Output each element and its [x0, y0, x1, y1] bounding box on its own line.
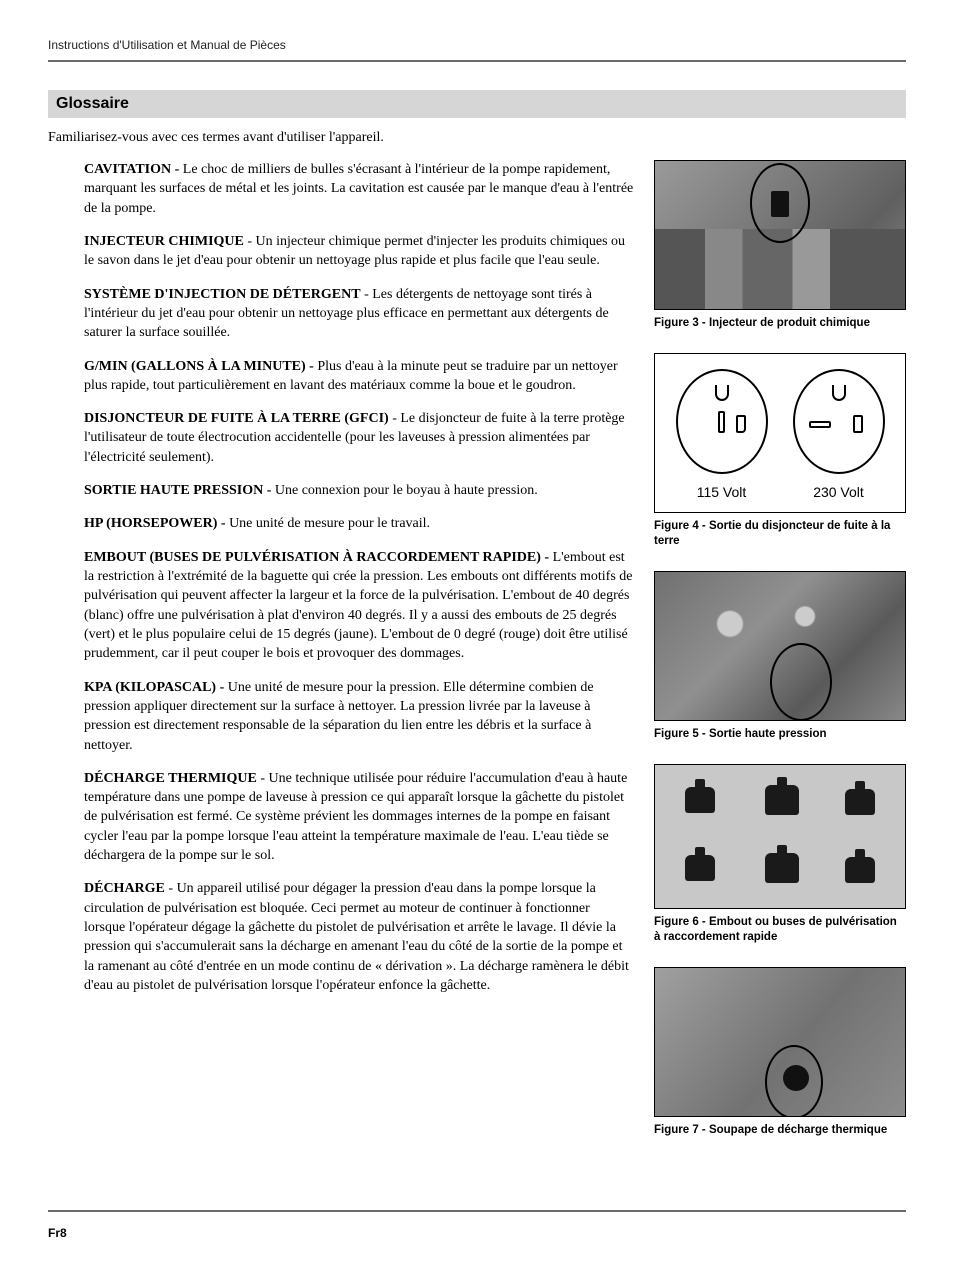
outlet-115v-icon	[676, 369, 768, 474]
page-number: Fr8	[48, 1210, 906, 1240]
term-hp: HP (HORSEPOWER) - Une unité de mesure po…	[84, 514, 634, 533]
term-cavitation: CAVITATION - Le choc de milliers de bull…	[84, 160, 634, 218]
term-embout: EMBOUT (BUSES DE PULVÉRISATION À RACCORD…	[84, 548, 634, 664]
term-sortie: SORTIE HAUTE PRESSION - Une connexion po…	[84, 481, 634, 500]
figure-3-caption: Figure 3 - Injecteur de produit chimique	[654, 316, 906, 331]
figures-column: Figure 3 - Injecteur de produit chimique…	[654, 160, 906, 1160]
content-columns: CAVITATION - Le choc de milliers de bull…	[48, 160, 906, 1160]
figure-4: 115 Volt 230 Volt Figure 4 - Sortie du d…	[654, 353, 906, 549]
label-230v: 230 Volt	[793, 484, 885, 500]
intro-text: Familiarisez-vous avec ces termes avant …	[48, 130, 906, 146]
figure-7-image	[654, 967, 906, 1117]
figure-3: Figure 3 - Injecteur de produit chimique	[654, 160, 906, 331]
figure-5-image	[654, 571, 906, 721]
outlet-230v-icon	[793, 369, 885, 474]
figure-6-image	[654, 764, 906, 909]
figure-4-image: 115 Volt 230 Volt	[654, 353, 906, 513]
figure-4-caption: Figure 4 - Sortie du disjoncteur de fuit…	[654, 519, 906, 549]
figure-6: Figure 6 - Embout ou buses de pulvérisat…	[654, 764, 906, 945]
figure-6-caption: Figure 6 - Embout ou buses de pulvérisat…	[654, 915, 906, 945]
figure-5: Figure 5 - Sortie haute pression	[654, 571, 906, 742]
term-injecteur: INJECTEUR CHIMIQUE - Un injecteur chimiq…	[84, 232, 634, 271]
term-kpa: KPA (KILOPASCAL) - Une unité de mesure p…	[84, 678, 634, 755]
document-header: Instructions d'Utilisation et Manual de …	[48, 38, 906, 62]
term-systeme: SYSTÈME D'INJECTION DE DÉTERGENT - Les d…	[84, 285, 634, 343]
terms-column: CAVITATION - Le choc de milliers de bull…	[48, 160, 634, 1160]
figure-7-caption: Figure 7 - Soupape de décharge thermique	[654, 1123, 906, 1138]
term-thermique: DÉCHARGE THERMIQUE - Une technique utili…	[84, 769, 634, 866]
figure-5-caption: Figure 5 - Sortie haute pression	[654, 727, 906, 742]
figure-7: Figure 7 - Soupape de décharge thermique	[654, 967, 906, 1138]
term-gmin: G/MIN (GALLONS À LA MINUTE) - Plus d'eau…	[84, 357, 634, 396]
term-gfci: DISJONCTEUR DE FUITE À LA TERRE (GFCI) -…	[84, 409, 634, 467]
figure-3-image	[654, 160, 906, 310]
label-115v: 115 Volt	[676, 484, 768, 500]
section-title-glossaire: Glossaire	[48, 90, 906, 118]
term-decharge: DÉCHARGE - Un appareil utilisé pour déga…	[84, 879, 634, 995]
